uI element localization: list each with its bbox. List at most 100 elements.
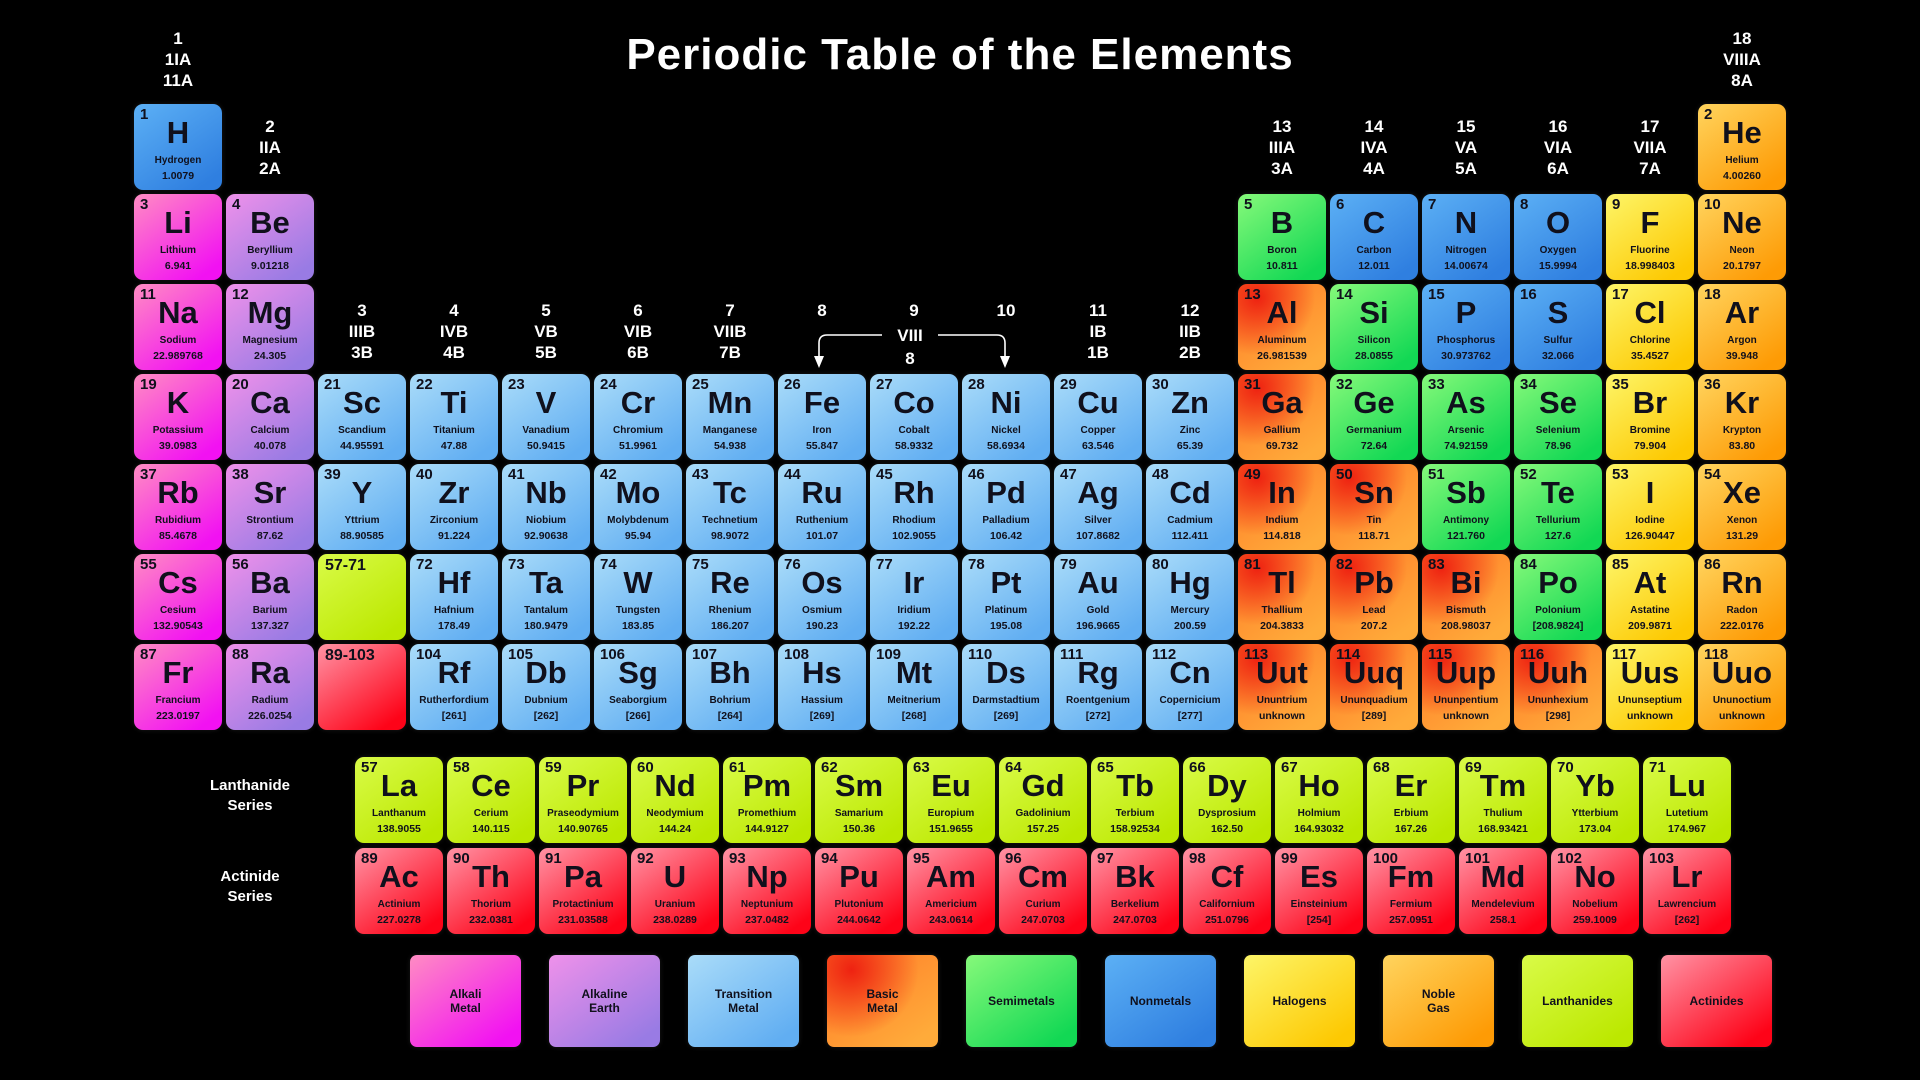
atomic-mass: 14.00674 — [1444, 260, 1488, 272]
element-tile: 116 Uuh Ununhexium [298] — [1514, 644, 1602, 730]
element-tile: 13 Al Aluminum 26.981539 — [1238, 284, 1326, 370]
element-name: Bismuth — [1446, 605, 1486, 616]
group-header-line: 3A — [1271, 159, 1293, 178]
atomic-mass: 10.811 — [1266, 260, 1298, 272]
legend-label-line: Semimetals — [988, 994, 1055, 1008]
atomic-mass: 140.115 — [472, 823, 510, 835]
atomic-number: 66 — [1189, 759, 1206, 776]
atomic-mass: 98.9072 — [711, 530, 749, 542]
element-name: Rutherfordium — [419, 695, 489, 706]
atomic-mass: 243.0614 — [929, 914, 973, 926]
element-tile: 105 Db Dubnium [262] — [502, 644, 590, 730]
atomic-number: 3 — [140, 196, 149, 213]
element-symbol: Fr — [162, 655, 194, 690]
element-name: Mercury — [1170, 605, 1210, 616]
element-name: Ytterbium — [1571, 808, 1619, 819]
atomic-mass: 50.9415 — [527, 440, 565, 452]
element-name: Bromine — [1629, 425, 1671, 436]
element-symbol: Po — [1538, 565, 1578, 600]
element-symbol: Sn — [1354, 475, 1394, 510]
element-tile: 87 Fr Francium 223.0197 — [134, 644, 222, 730]
atomic-number: 45 — [876, 466, 893, 483]
element-name: Ununpentium — [1433, 695, 1499, 706]
element-name: Curium — [1025, 899, 1061, 910]
element-symbol: As — [1446, 385, 1486, 420]
atomic-number: 69 — [1465, 759, 1482, 776]
series-range-tile: 89-103 — [318, 644, 406, 730]
element-tile: 101 Md Mendelevium 258.1 — [1459, 848, 1547, 934]
element-symbol: Mn — [707, 385, 753, 420]
atomic-mass: 114.818 — [1263, 530, 1301, 542]
atomic-number: 111 — [1060, 646, 1084, 663]
group-header: 4 IVB 4B — [408, 300, 500, 363]
element-name: Platinum — [984, 605, 1028, 616]
element-tile: 22 Ti Titanium 47.88 — [410, 374, 498, 460]
element-symbol: Zn — [1171, 385, 1209, 420]
atomic-number: 43 — [692, 466, 709, 483]
group-header-line: IB — [1089, 322, 1107, 341]
atomic-number: 59 — [545, 759, 562, 776]
element-symbol: He — [1722, 115, 1762, 150]
element-name: Argon — [1727, 335, 1757, 346]
element-tile: 24 Cr Chromium 51.9961 — [594, 374, 682, 460]
element-symbol: Pb — [1354, 565, 1394, 600]
element-tile: 107 Bh Bohrium [264] — [686, 644, 774, 730]
atomic-mass: 200.59 — [1173, 620, 1207, 632]
element-symbol: Nd — [654, 768, 696, 803]
element-symbol: Rh — [893, 475, 935, 510]
atomic-number: 38 — [232, 466, 249, 483]
element-tile: 32 Ge Germanium 72.64 — [1330, 374, 1418, 460]
element-symbol: Am — [926, 859, 976, 894]
element-symbol: Cr — [620, 385, 656, 420]
legend-label-line: Actinides — [1689, 994, 1744, 1008]
element-name: Tantalum — [524, 605, 568, 616]
element-tile: 77 Ir Iridium 192.22 — [870, 554, 958, 640]
atomic-mass: [266] — [625, 710, 651, 722]
group-header-line: 15 — [1456, 117, 1476, 136]
element-name: Rhenium — [708, 605, 752, 616]
element-tile: 108 Hs Hassium [269] — [778, 644, 866, 730]
element-symbol: Sc — [343, 385, 381, 420]
element-name: Protactinium — [552, 899, 614, 910]
atomic-mass: 107.8682 — [1076, 530, 1120, 542]
atomic-number: 98 — [1189, 850, 1206, 867]
atomic-number: 113 — [1244, 646, 1269, 663]
element-tile: 106 Sg Seaborgium [266] — [594, 644, 682, 730]
element-name: Magnesium — [242, 335, 298, 346]
group-header-line: 1B — [1087, 343, 1109, 362]
group-viii-sublabel: 8 — [905, 349, 914, 368]
element-name: Lawrencium — [1657, 899, 1717, 910]
group-header-line: 11 — [1089, 301, 1107, 320]
element-symbol: Ga — [1261, 385, 1303, 420]
element-tile: 25 Mn Manganese 54.938 — [686, 374, 774, 460]
atomic-mass: 15.9994 — [1539, 260, 1577, 272]
element-symbol: C — [1362, 205, 1386, 240]
element-name: Berkelium — [1110, 899, 1160, 910]
atomic-mass: 26.981539 — [1257, 350, 1307, 362]
element-name: Zirconium — [429, 515, 479, 526]
atomic-number: 55 — [140, 556, 157, 573]
atomic-number: 28 — [968, 376, 985, 393]
element-symbol: Be — [250, 205, 290, 240]
element-symbol: Ti — [440, 385, 468, 420]
legend-label-line: Transition — [714, 987, 773, 1001]
legend-label: Halogens — [1272, 994, 1326, 1008]
element-symbol: Pm — [742, 768, 792, 803]
element-tile: 65 Tb Terbium 158.92534 — [1091, 757, 1179, 843]
atomic-number: 86 — [1704, 556, 1721, 573]
element-tile: 79 Au Gold 196.9665 — [1054, 554, 1142, 640]
element-symbol: Nb — [525, 475, 567, 510]
element-name: Radium — [251, 695, 289, 706]
atomic-number: 70 — [1557, 759, 1574, 776]
atomic-mass: 126.90447 — [1625, 530, 1675, 542]
group-header-line: 3B — [351, 343, 373, 362]
element-name: Titanium — [433, 425, 475, 436]
element-tile: 80 Hg Mercury 200.59 — [1146, 554, 1234, 640]
atomic-number: 35 — [1612, 376, 1629, 393]
element-symbol: Yb — [1575, 768, 1615, 803]
legend-label: Alkaline Earth — [581, 987, 627, 1015]
atomic-number: 5 — [1244, 196, 1253, 213]
atomic-number: 104 — [416, 646, 442, 663]
element-symbol: O — [1545, 205, 1571, 240]
atomic-number: 44 — [784, 466, 801, 483]
